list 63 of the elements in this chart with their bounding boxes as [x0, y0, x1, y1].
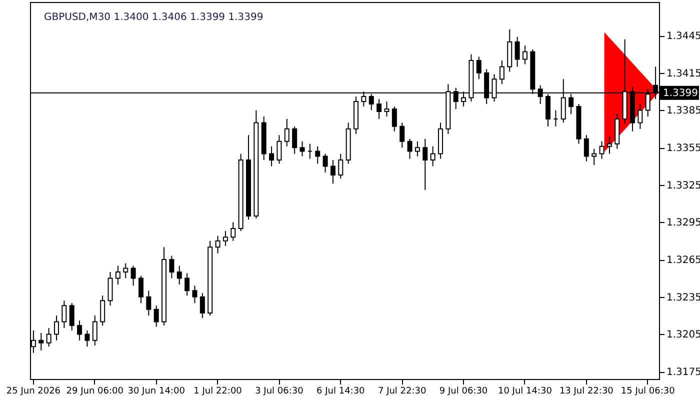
x-tick-label: 9 Jul 06:30	[439, 386, 488, 396]
x-tick-label: 6 Jul 14:30	[316, 386, 366, 396]
candlestick	[115, 265, 120, 285]
candlestick	[192, 285, 198, 304]
candlestick	[77, 320, 82, 341]
candlestick	[62, 300, 67, 328]
candlestick	[138, 275, 144, 304]
candlestick	[146, 290, 152, 316]
x-tick-label: 13 Jul 22:30	[559, 386, 614, 396]
candlestick	[514, 36, 520, 68]
candlestick	[108, 271, 113, 306]
candlestick	[284, 118, 290, 147]
candlestick	[315, 146, 320, 164]
candlestick	[123, 262, 128, 279]
candlestick	[222, 230, 228, 246]
candlestick	[46, 327, 52, 348]
candlestick	[92, 315, 98, 346]
candlestick	[476, 56, 482, 80]
candlestick	[584, 134, 589, 162]
candlestick	[176, 265, 182, 285]
candlestick	[300, 140, 305, 157]
candlestick	[522, 45, 528, 65]
candlestick	[169, 255, 174, 279]
candlestick	[269, 146, 274, 167]
candlestick	[230, 222, 236, 242]
candlestick	[84, 330, 90, 348]
candlestick	[130, 265, 136, 286]
candlestick	[215, 235, 220, 254]
x-tick-label: 25 Jun 2026	[6, 386, 61, 396]
candlestick	[38, 332, 44, 351]
candlestick	[376, 98, 382, 120]
candlestick	[276, 134, 282, 164]
candlestick	[392, 106, 397, 132]
candlestick	[400, 122, 405, 148]
x-tick-label: 30 Jun 14:00	[128, 386, 186, 396]
candlestick	[592, 148, 597, 166]
x-tick-label: 1 Jul 22:00	[194, 386, 242, 396]
x-tick-label: 29 Jun 06:00	[66, 386, 124, 396]
x-tick-label: 7 Jul 22:30	[378, 386, 426, 396]
candlestick	[499, 60, 504, 85]
candlestick	[184, 272, 190, 296]
candlestick	[322, 153, 328, 173]
x-tick-label: 10 Jul 14:30	[498, 386, 552, 396]
candlestick	[606, 136, 612, 154]
candlestick	[638, 104, 643, 130]
candlestick	[414, 140, 420, 157]
ref-line-label: 1.3399	[663, 88, 698, 99]
text: GBPUSD,M30 1.3400 1.3406 1.3399 1.3399	[44, 12, 264, 23]
x-tick-label: 15 Jul 06:30	[620, 386, 676, 396]
candlestick	[100, 295, 106, 326]
candlestick	[422, 138, 428, 190]
candlestick	[330, 160, 336, 184]
x-tick-label: 3 Jul 06:30	[255, 386, 304, 396]
candlestick	[599, 140, 604, 160]
candlestick	[384, 101, 390, 117]
candlestick	[407, 138, 412, 160]
candlestick	[154, 305, 159, 328]
candlestick	[338, 153, 344, 180]
candlestick	[69, 302, 74, 331]
candlestick	[54, 315, 59, 341]
candlestick	[292, 126, 298, 154]
candlestick	[430, 146, 436, 167]
candlestick	[200, 292, 205, 319]
